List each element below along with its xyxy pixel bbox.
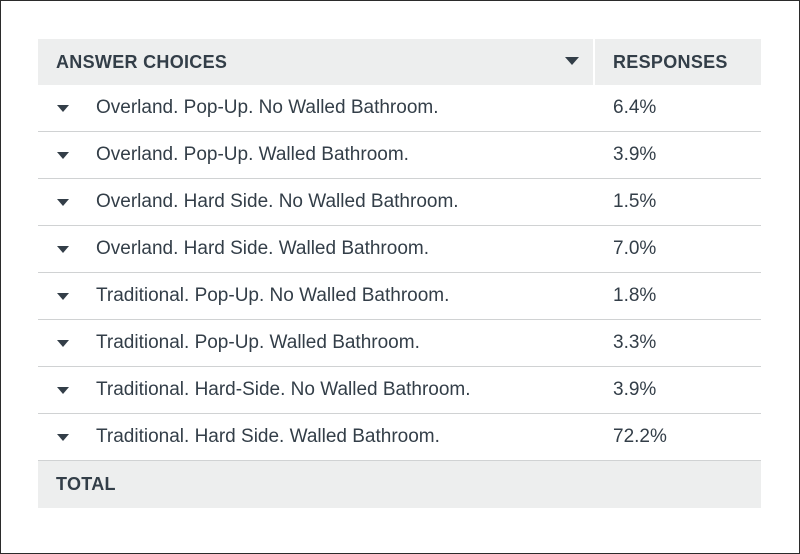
caret-down-icon — [57, 198, 69, 206]
table-header: ANSWER CHOICES RESPONSES — [38, 39, 761, 85]
expand-row-button[interactable] — [38, 367, 96, 413]
caret-down-icon — [57, 386, 69, 394]
choice-cell: Overland. Hard Side. Walled Bathroom. — [38, 226, 595, 272]
total-cell: TOTAL — [38, 461, 595, 508]
table-row: Traditional. Pop-Up. No Walled Bathroom.… — [38, 273, 761, 320]
table-row: Traditional. Hard-Side. No Walled Bathro… — [38, 367, 761, 414]
responses-header-label: RESPONSES — [613, 51, 728, 72]
caret-down-icon — [57, 433, 69, 441]
response-cell: 7.0% — [595, 226, 761, 272]
results-table: ANSWER CHOICES RESPONSES Overland. Pop-U… — [38, 39, 761, 508]
caret-down-icon — [57, 339, 69, 347]
expand-row-button[interactable] — [38, 179, 96, 225]
choice-cell: Traditional. Pop-Up. No Walled Bathroom. — [38, 273, 595, 319]
choice-cell: Overland. Pop-Up. No Walled Bathroom. — [38, 85, 595, 131]
choice-label: Overland. Hard Side. No Walled Bathroom. — [96, 191, 459, 212]
response-value: 3.9% — [613, 379, 657, 400]
caret-down-icon — [57, 151, 69, 159]
table-row: Overland. Hard Side. Walled Bathroom. 7.… — [38, 226, 761, 273]
choice-label: Overland. Pop-Up. No Walled Bathroom. — [96, 97, 439, 118]
choice-label: Overland. Hard Side. Walled Bathroom. — [96, 238, 430, 259]
caret-down-icon — [57, 245, 69, 253]
expand-row-button[interactable] — [38, 132, 96, 178]
response-cell: 72.2% — [595, 414, 761, 460]
choice-cell: Overland. Pop-Up. Walled Bathroom. — [38, 132, 595, 178]
sort-caret-down-icon[interactable] — [565, 57, 579, 65]
choice-label: Overland. Pop-Up. Walled Bathroom. — [96, 144, 409, 165]
answer-choices-header[interactable]: ANSWER CHOICES — [38, 39, 595, 85]
response-value: 3.9% — [613, 144, 657, 165]
caret-down-icon — [57, 292, 69, 300]
answer-choices-header-label: ANSWER CHOICES — [56, 51, 228, 72]
choice-label: Traditional. Pop-Up. No Walled Bathroom. — [96, 285, 450, 306]
table-row: Traditional. Hard Side. Walled Bathroom.… — [38, 414, 761, 461]
response-value: 3.3% — [613, 332, 657, 353]
choice-cell: Traditional. Hard Side. Walled Bathroom. — [38, 414, 595, 460]
choice-label: Traditional. Hard-Side. No Walled Bathro… — [96, 379, 471, 400]
table-row: Traditional. Pop-Up. Walled Bathroom. 3.… — [38, 320, 761, 367]
response-value: 7.0% — [613, 238, 657, 259]
table-row: Overland. Pop-Up. Walled Bathroom. 3.9% — [38, 132, 761, 179]
response-cell: 3.3% — [595, 320, 761, 366]
response-cell: 1.5% — [595, 179, 761, 225]
expand-row-button[interactable] — [38, 320, 96, 366]
expand-row-button[interactable] — [38, 414, 96, 460]
expand-row-button[interactable] — [38, 226, 96, 272]
response-value: 1.8% — [613, 285, 657, 306]
choice-cell: Traditional. Pop-Up. Walled Bathroom. — [38, 320, 595, 366]
choice-cell: Traditional. Hard-Side. No Walled Bathro… — [38, 367, 595, 413]
table-footer: TOTAL — [38, 461, 761, 508]
response-value: 72.2% — [613, 426, 667, 447]
choice-cell: Overland. Hard Side. No Walled Bathroom. — [38, 179, 595, 225]
expand-row-button[interactable] — [38, 85, 96, 131]
expand-row-button[interactable] — [38, 273, 96, 319]
response-cell: 3.9% — [595, 132, 761, 178]
choice-label: Traditional. Hard Side. Walled Bathroom. — [96, 426, 440, 447]
response-cell: 1.8% — [595, 273, 761, 319]
response-cell: 6.4% — [595, 85, 761, 131]
table-row: Overland. Pop-Up. No Walled Bathroom. 6.… — [38, 85, 761, 132]
caret-down-icon — [57, 104, 69, 112]
table-row: Overland. Hard Side. No Walled Bathroom.… — [38, 179, 761, 226]
choice-label: Traditional. Pop-Up. Walled Bathroom. — [96, 332, 420, 353]
response-value: 6.4% — [613, 97, 657, 118]
total-label: TOTAL — [56, 474, 116, 494]
responses-header: RESPONSES — [595, 39, 761, 85]
total-value-cell — [595, 461, 761, 508]
response-value: 1.5% — [613, 191, 657, 212]
response-cell: 3.9% — [595, 367, 761, 413]
